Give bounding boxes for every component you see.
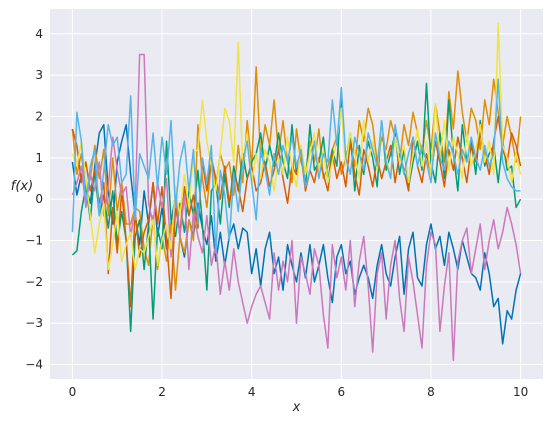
series-lines (71, 22, 522, 362)
x-tick-label: 4 (248, 385, 256, 399)
series-line-5 (71, 53, 522, 362)
series-line-4 (71, 115, 522, 308)
series-line-6 (71, 22, 522, 271)
y-tick-label: −3 (25, 316, 43, 330)
y-tick-label: 4 (35, 27, 43, 41)
x-tick-label: 10 (513, 385, 528, 399)
tick-labels: 0 2 4 6 8 10 −4 −3 −2 −1 0 1 2 3 4 (25, 27, 528, 399)
x-tick-label: 6 (337, 385, 345, 399)
y-tick-label: 2 (35, 109, 43, 123)
y-tick-label: −4 (25, 358, 43, 372)
series-line-1 (71, 124, 522, 345)
x-tick-label: 8 (427, 385, 435, 399)
y-tick-label: 3 (35, 68, 43, 82)
y-axis-label: f(x) (11, 179, 33, 194)
series-line-7 (71, 78, 521, 254)
y-tick-label: 0 (35, 192, 43, 206)
x-axis-label: x (292, 400, 301, 415)
y-tick-label: 1 (35, 151, 43, 165)
y-tick-label: −1 (25, 234, 43, 248)
x-tick-label: 0 (69, 385, 77, 399)
x-tick-label: 2 (158, 385, 166, 399)
y-tick-label: −2 (25, 275, 43, 289)
